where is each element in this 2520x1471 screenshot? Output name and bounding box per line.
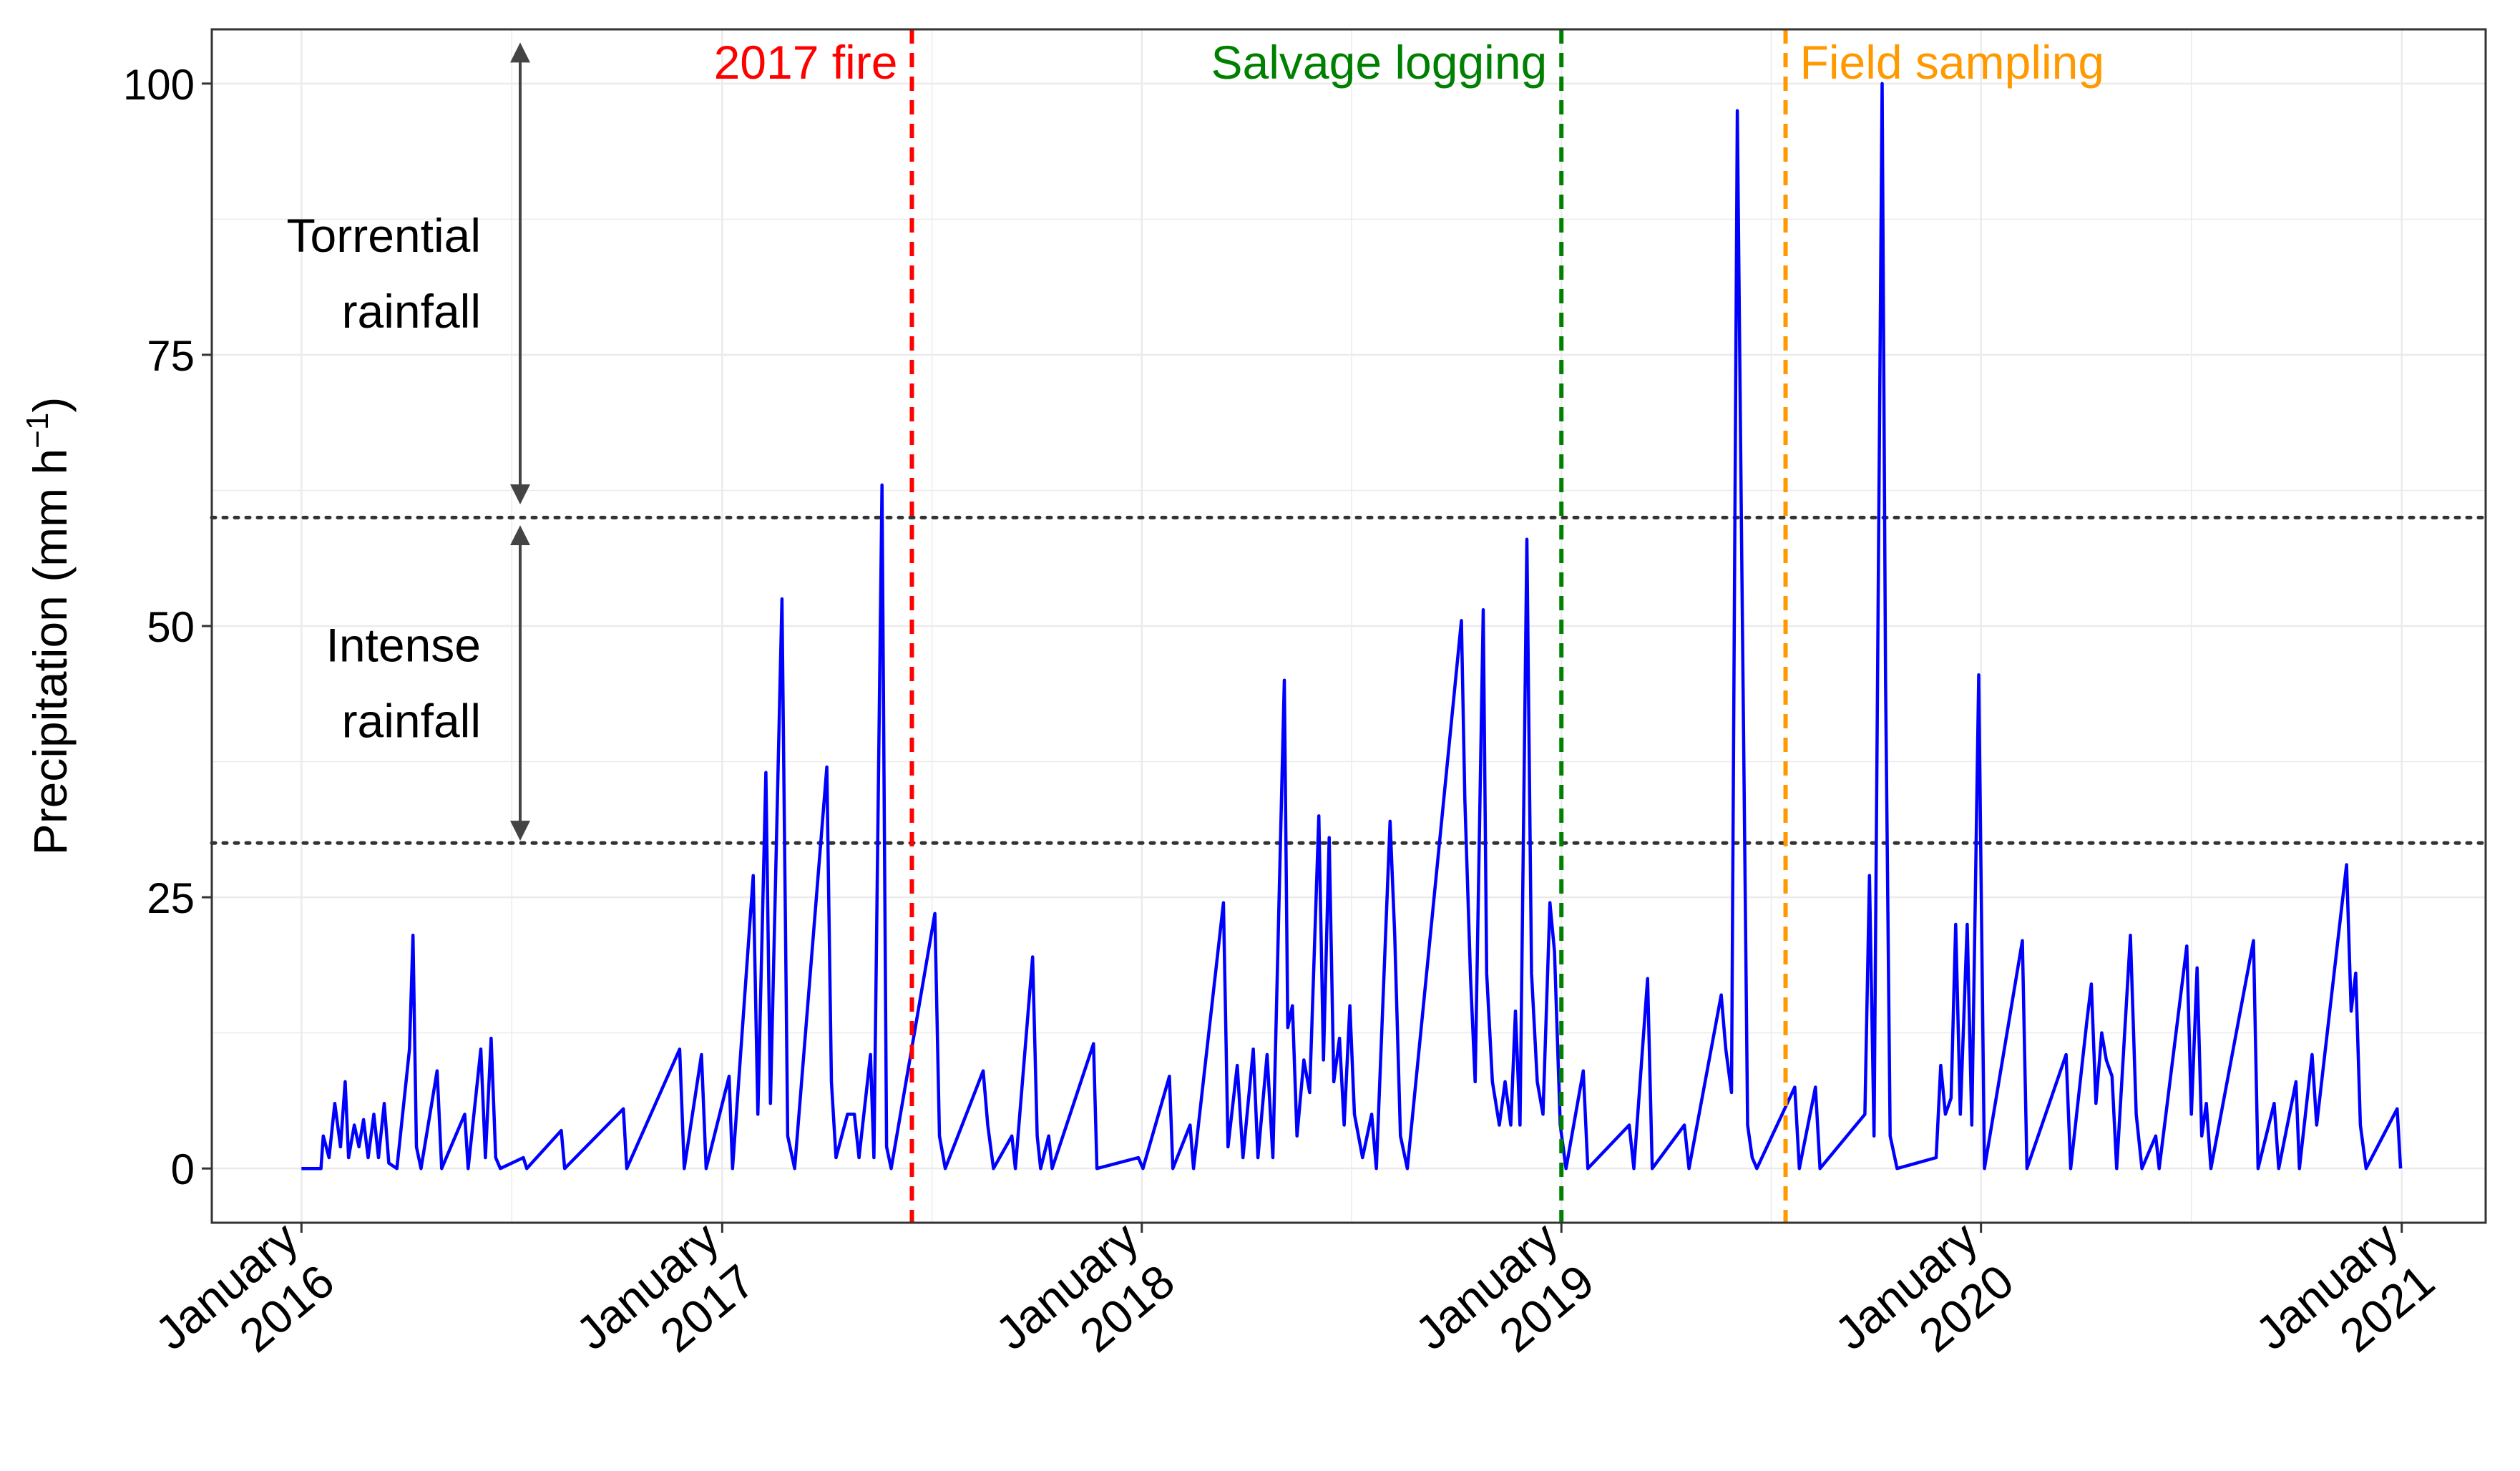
rainfall-annotations: Torrential rainfall Intense rainfall — [287, 42, 530, 841]
series-line — [301, 82, 2403, 1171]
annotation-label: Intense — [326, 619, 482, 672]
y-axis-label: Precipitation (mm h−1) — [20, 397, 77, 856]
y-tick-label: 75 — [147, 332, 195, 380]
annotation-label: rainfall — [342, 285, 481, 338]
y-axis-label-superscript: −1 — [20, 413, 55, 449]
threshold-lines — [210, 515, 2488, 845]
y-tick-label: 50 — [147, 603, 195, 651]
annotation-label: Torrential — [287, 209, 481, 262]
y-tick-label: 0 — [171, 1145, 195, 1193]
event-label: 2017 fire — [714, 36, 898, 89]
series-layer — [301, 82, 2403, 1171]
event-label: Salvage logging — [1211, 36, 1548, 89]
y-tick-label: 100 — [123, 61, 195, 109]
y-axis-label-close: ) — [24, 397, 77, 413]
event-label: Field sampling — [1800, 36, 2105, 89]
y-tick-label: 25 — [147, 874, 195, 922]
event-markers: 2017 fire Salvage logging Field sampling — [714, 29, 2104, 1223]
annotation-label: rainfall — [342, 695, 481, 748]
